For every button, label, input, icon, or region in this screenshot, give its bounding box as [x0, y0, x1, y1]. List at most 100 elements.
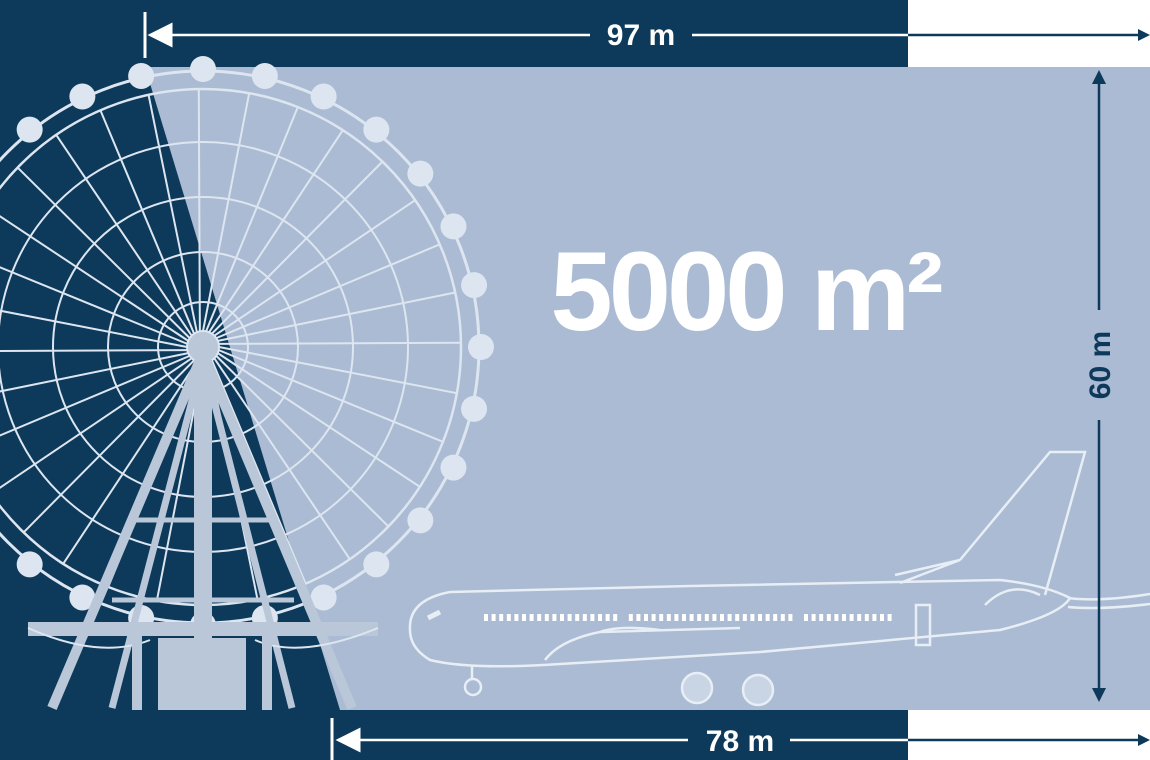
gondola — [128, 62, 155, 89]
cabin-window — [491, 614, 496, 621]
cabin-window — [514, 614, 519, 621]
gondola — [16, 551, 43, 578]
cabin-window — [506, 614, 511, 621]
cabin-window — [537, 614, 542, 621]
wheel-spoke — [0, 215, 189, 342]
gondola — [461, 395, 488, 422]
wheel-spoke — [62, 361, 198, 565]
cabin-window — [857, 614, 862, 621]
cabin-window — [659, 614, 664, 621]
wheel-spoke — [215, 243, 441, 340]
cabin-window — [727, 614, 732, 621]
cabin-window — [666, 614, 671, 621]
cabin-window — [598, 614, 602, 621]
cabin-window — [887, 614, 892, 621]
cabin-window — [529, 614, 534, 621]
area-label: 5000 m² — [550, 229, 941, 354]
gondola — [16, 116, 43, 143]
gondola — [440, 213, 467, 240]
wheel-spoke — [0, 357, 193, 489]
wheel-spoke — [215, 355, 390, 528]
cabin-window — [689, 614, 694, 621]
wheel-spoke — [208, 129, 344, 333]
height-label: 60 m — [1084, 331, 1117, 399]
wheel-spoke — [0, 309, 188, 348]
cabin-window — [720, 614, 724, 621]
cabin-window — [628, 614, 633, 621]
cabin-window — [704, 614, 709, 621]
wheel-spoke — [99, 109, 196, 335]
cabin-window — [788, 614, 793, 621]
wheel-spoke — [0, 352, 189, 393]
wheel-spoke — [197, 89, 201, 332]
top-width-label: 97 m — [607, 19, 675, 52]
cabin-window — [811, 614, 816, 621]
cabin-window — [567, 614, 572, 621]
cabin-window — [682, 614, 686, 621]
cabin-window — [697, 614, 702, 621]
cabin-window — [872, 614, 877, 621]
cabin-window — [712, 614, 717, 621]
wheel-spoke — [213, 357, 351, 560]
gondola — [363, 116, 390, 143]
cabin-window — [644, 614, 648, 621]
wheel-spoke — [55, 134, 193, 337]
cabin-window — [484, 614, 488, 621]
area-polygon — [145, 67, 1150, 710]
wheel-spoke — [0, 266, 188, 345]
wheel-spoke — [217, 291, 456, 342]
cabin-window — [605, 614, 610, 621]
cabin-window — [864, 614, 869, 621]
cabin-window — [522, 614, 526, 621]
cabin-window — [582, 614, 587, 621]
cabin-window — [742, 614, 747, 621]
cabin-window — [590, 614, 595, 621]
gondola — [407, 507, 434, 534]
cabin-window — [651, 614, 656, 621]
cabin-window — [674, 614, 679, 621]
top-width-dimension: 97 m — [143, 12, 1150, 58]
gondola — [440, 454, 467, 481]
cabin-window — [819, 614, 824, 621]
wheel-spoke — [0, 354, 191, 437]
cabin-window — [826, 614, 831, 621]
wheel-spoke — [22, 359, 195, 534]
cabin-window — [575, 614, 580, 621]
wheel-spoke — [218, 341, 461, 345]
wheel-spoke — [205, 106, 299, 332]
wheel-spoke — [0, 349, 188, 352]
wheel-spoke — [217, 352, 421, 488]
gondola — [407, 160, 434, 187]
cabin-window — [849, 614, 854, 621]
wheel-spoke — [202, 92, 251, 332]
gondola — [69, 584, 96, 611]
cabin-window — [834, 614, 839, 621]
cabin-window — [842, 614, 846, 621]
wheel-spoke — [16, 166, 191, 339]
cabin-window — [880, 614, 884, 621]
cabin-window — [552, 614, 557, 621]
wheel-spoke — [218, 349, 444, 443]
gondola — [310, 83, 337, 110]
bottom-width-label: 78 m — [706, 725, 774, 758]
cabin-window — [636, 614, 641, 621]
cabin-window — [750, 614, 755, 621]
gondola — [363, 551, 390, 578]
gondola — [251, 62, 278, 89]
wheel-spoke — [218, 346, 458, 395]
wheel-spoke — [147, 94, 198, 333]
cabin-window — [560, 614, 564, 621]
wheel-spoke — [210, 359, 307, 585]
cabin-window — [758, 614, 762, 621]
wheel-spoke — [211, 160, 384, 335]
gondola — [461, 272, 488, 299]
cabin-window — [773, 614, 778, 621]
cabin-window — [765, 614, 770, 621]
cabin-window — [613, 614, 618, 621]
gondola — [69, 83, 96, 110]
wheel-spoke — [213, 199, 416, 337]
gondola — [468, 334, 494, 360]
cabin-window — [735, 614, 740, 621]
cabin-window — [544, 614, 549, 621]
